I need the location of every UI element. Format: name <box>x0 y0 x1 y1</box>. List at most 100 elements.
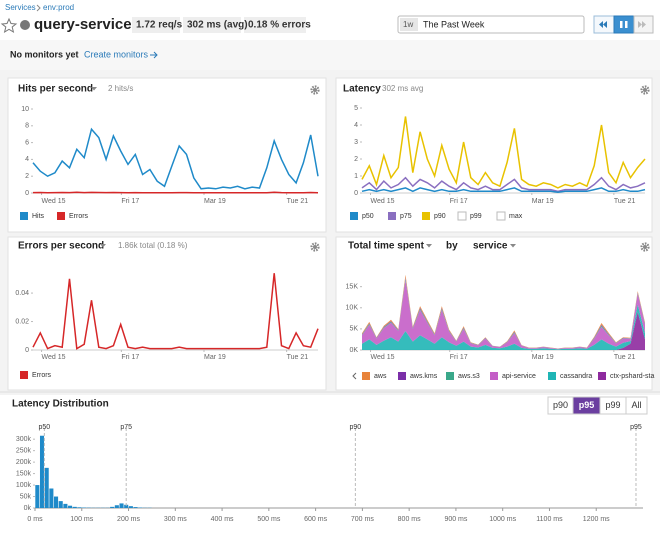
legend-label[interactable]: p50 <box>362 213 374 220</box>
x-tick-label: Tue 21 <box>614 354 636 361</box>
y-tick-label: 100k <box>16 482 32 489</box>
x-tick-label: Tue 21 <box>287 354 309 361</box>
legend-swatch[interactable] <box>57 212 65 220</box>
percentile-button-label[interactable]: All <box>631 400 641 410</box>
percentile-button-label[interactable]: p90 <box>553 400 568 410</box>
legend-label[interactable]: p90 <box>434 213 446 220</box>
star-icon[interactable] <box>0 17 18 34</box>
legend-scroll[interactable] <box>352 372 357 380</box>
dropdown-arrow <box>510 244 516 248</box>
legend-label[interactable]: cassandra <box>560 373 592 380</box>
legend-swatch[interactable] <box>598 372 606 380</box>
y-tick-label: 0.02 <box>15 318 29 325</box>
panel <box>335 236 653 391</box>
monitor-link[interactable]: Create monitors <box>84 49 149 59</box>
legend-label[interactable]: ctx-pshard-sta <box>610 373 654 380</box>
chevron <box>36 4 41 12</box>
legend-label[interactable]: aws.kms <box>410 373 438 380</box>
series-area <box>362 304 645 350</box>
series-area <box>362 278 645 349</box>
y-tick-label: 300k <box>16 436 32 443</box>
legend-label[interactable]: api-service <box>502 373 536 380</box>
x-tick-label: 1200 ms <box>583 516 610 523</box>
x-tick-label: 400 ms <box>211 516 234 523</box>
series-area <box>362 280 645 350</box>
legend-label[interactable]: p99 <box>470 213 482 220</box>
y-tick-label: 5K <box>349 326 358 333</box>
legend-label[interactable]: Errors <box>32 372 52 379</box>
percentile-label: p50 <box>39 424 51 431</box>
monitor-bar <box>0 40 660 70</box>
settings-icon[interactable] <box>640 85 650 95</box>
histogram-bar <box>68 505 73 508</box>
legend-swatch[interactable] <box>457 211 467 221</box>
legend-swatch[interactable] <box>398 372 406 380</box>
panel-by: by <box>446 241 458 252</box>
legend-swatch[interactable] <box>362 372 370 380</box>
settings-icon-core <box>643 88 647 92</box>
dropdown-arrow <box>426 244 432 248</box>
x-tick-label: 1000 ms <box>489 516 516 523</box>
settings-icon-core <box>313 88 317 92</box>
x-tick-label: Wed 15 <box>370 354 394 361</box>
legend-swatch[interactable] <box>422 212 430 220</box>
settings-icon[interactable] <box>640 242 650 252</box>
y-tick-label: 10 <box>21 106 29 113</box>
legend-swatch[interactable] <box>388 212 396 220</box>
x-tick-label: Fri 17 <box>450 354 468 361</box>
panel <box>335 77 653 233</box>
x-tick-label: Tue 21 <box>614 198 636 205</box>
section-title: Latency Distribution <box>12 399 109 410</box>
percentile-button-label[interactable]: p99 <box>605 400 620 410</box>
x-tick-label: Mar 19 <box>532 198 554 205</box>
breadcrumb[interactable]: env:prod <box>43 3 74 12</box>
x-tick-label: 300 ms <box>164 516 187 523</box>
panel-title: Latency <box>343 84 381 95</box>
settings-icon[interactable] <box>310 242 320 252</box>
x-tick-label: Tue 21 <box>287 198 309 205</box>
x-tick-label: Fri 17 <box>121 354 139 361</box>
y-tick-label: 6 <box>25 139 29 146</box>
panel-group[interactable]: service <box>473 241 508 252</box>
x-tick-label: Mar 19 <box>204 354 226 361</box>
legend-swatch[interactable] <box>20 371 28 379</box>
y-tick-label: 0K <box>349 347 358 354</box>
legend-label[interactable]: p75 <box>400 213 412 220</box>
legend-label[interactable]: aws.s3 <box>458 373 480 380</box>
percentile-button-label[interactable]: p95 <box>579 400 595 410</box>
breadcrumb[interactable]: Services <box>5 3 36 12</box>
x-tick-label: 700 ms <box>351 516 374 523</box>
legend-swatch[interactable] <box>496 211 506 221</box>
histogram-bar <box>44 467 49 508</box>
pause-button[interactable] <box>613 15 635 34</box>
legend-swatch[interactable] <box>20 212 28 220</box>
series-line <box>361 116 646 189</box>
settings-icon[interactable] <box>310 85 320 95</box>
percentile-button[interactable] <box>625 396 648 415</box>
time-range: The Past Week <box>423 19 485 29</box>
histogram-bar <box>72 506 77 508</box>
x-tick-label: 500 ms <box>257 516 280 523</box>
stat-box <box>244 17 306 33</box>
time-select[interactable] <box>397 15 585 34</box>
legend-label[interactable]: Hits <box>32 213 45 220</box>
x-tick-label: Fri 17 <box>450 198 468 205</box>
dropdown-arrow <box>100 244 106 248</box>
legend-swatch[interactable] <box>490 372 498 380</box>
legend-swatch[interactable] <box>548 372 556 380</box>
x-tick-label: Mar 19 <box>204 198 226 205</box>
series-area <box>362 274 645 349</box>
legend-swatch[interactable] <box>350 212 358 220</box>
legend-label[interactable]: Errors <box>69 213 89 220</box>
panel-title: Errors per second <box>18 241 104 252</box>
histogram-bar <box>63 503 68 508</box>
y-tick-label: 150k <box>16 470 32 477</box>
histogram-bar <box>35 485 40 508</box>
legend-swatch[interactable] <box>446 372 454 380</box>
legend-label[interactable]: max <box>509 213 523 220</box>
histogram-bar <box>114 505 119 508</box>
x-tick-label: Wed 15 <box>42 354 66 361</box>
histogram-bar <box>133 507 138 508</box>
legend-label[interactable]: aws <box>374 373 387 380</box>
settings-icon-core <box>643 245 647 249</box>
